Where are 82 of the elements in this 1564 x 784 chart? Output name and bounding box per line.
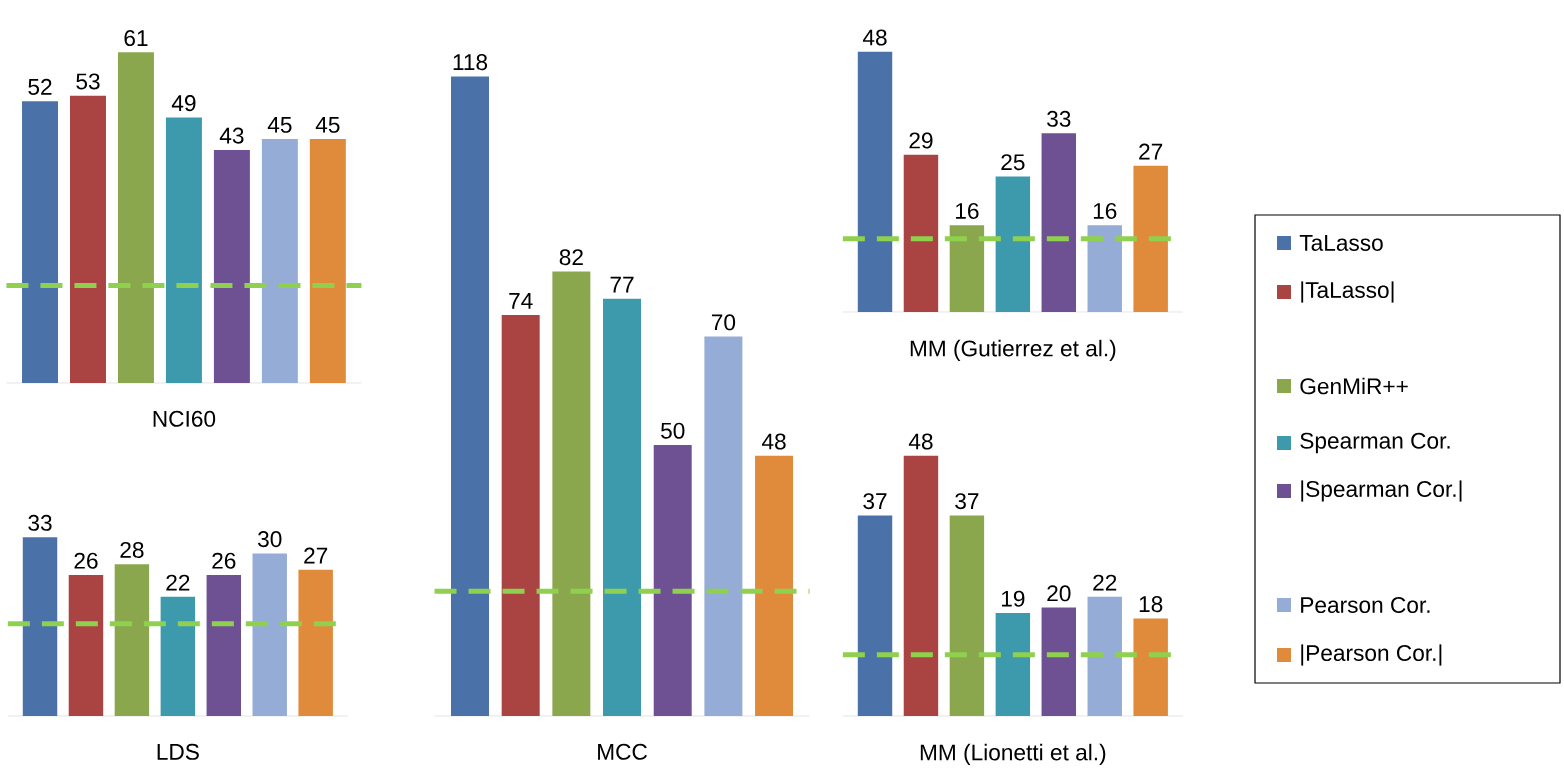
bar bbox=[755, 455, 794, 716]
bar bbox=[949, 515, 985, 716]
x-axis-title: MCC bbox=[598, 743, 647, 760]
bar bbox=[1133, 618, 1168, 716]
bar bbox=[160, 596, 196, 716]
data-label: 37 bbox=[863, 493, 887, 510]
bar bbox=[857, 515, 893, 716]
bar bbox=[653, 444, 692, 716]
bar bbox=[309, 139, 346, 383]
bar bbox=[261, 139, 298, 383]
bar bbox=[857, 51, 893, 312]
bar bbox=[949, 225, 985, 312]
bar bbox=[22, 101, 58, 383]
data-label: 77 bbox=[610, 276, 634, 293]
data-label: 25 bbox=[1001, 154, 1025, 171]
bar bbox=[552, 271, 591, 716]
data-label: 45 bbox=[315, 117, 340, 133]
bar bbox=[114, 564, 150, 716]
data-label: 48 bbox=[908, 433, 933, 450]
data-label: 118 bbox=[453, 54, 488, 71]
data-label: 26 bbox=[74, 552, 98, 569]
data-label: 74 bbox=[509, 293, 533, 309]
data-label: 49 bbox=[171, 95, 196, 112]
data-label: 22 bbox=[1093, 574, 1117, 591]
data-label: 30 bbox=[257, 531, 282, 548]
data-label: 33 bbox=[1047, 110, 1071, 127]
data-label: 37 bbox=[955, 493, 979, 510]
data-label: 22 bbox=[166, 574, 190, 591]
legend-label: |Spearman Cor.| bbox=[1301, 480, 1462, 502]
x-axis-title: NCI60 bbox=[153, 410, 216, 427]
bar bbox=[1087, 596, 1122, 716]
data-label: 52 bbox=[28, 78, 52, 95]
bar bbox=[22, 537, 58, 716]
bar bbox=[995, 613, 1031, 716]
data-label: 29 bbox=[909, 132, 933, 149]
data-label: 61 bbox=[124, 30, 148, 47]
data-label: 19 bbox=[1001, 590, 1025, 607]
data-label: 82 bbox=[559, 249, 583, 266]
data-label: 45 bbox=[267, 117, 292, 133]
bar bbox=[1041, 607, 1077, 716]
data-label: 16 bbox=[956, 202, 979, 220]
bar bbox=[213, 149, 250, 383]
bar bbox=[252, 553, 287, 716]
data-label: 53 bbox=[76, 73, 100, 90]
legend-label: Spearman Cor. bbox=[1300, 432, 1450, 454]
data-label: 28 bbox=[120, 541, 144, 558]
legend-label: |TaLasso| bbox=[1301, 281, 1394, 303]
bar bbox=[69, 95, 106, 383]
bar bbox=[165, 117, 202, 383]
bar bbox=[603, 298, 642, 716]
data-label: 70 bbox=[711, 314, 736, 331]
data-label: 16 bbox=[1093, 202, 1117, 220]
bar bbox=[1087, 225, 1122, 312]
data-label: 48 bbox=[761, 433, 786, 450]
bar bbox=[451, 76, 490, 716]
bar bbox=[298, 569, 333, 716]
data-label: 20 bbox=[1047, 585, 1071, 602]
legend-label: TaLasso bbox=[1299, 235, 1383, 251]
legend-label: Pearson Cor. bbox=[1301, 596, 1430, 614]
data-label: 50 bbox=[661, 422, 685, 439]
data-label: 27 bbox=[1139, 143, 1163, 160]
data-label: 18 bbox=[1139, 596, 1163, 613]
bar bbox=[1133, 165, 1168, 312]
x-axis-title: LDS bbox=[157, 743, 199, 760]
x-axis-title: MM (Lionetti et al.) bbox=[920, 743, 1106, 765]
bar bbox=[206, 575, 242, 716]
data-label: 33 bbox=[28, 514, 52, 531]
bar bbox=[1041, 133, 1077, 312]
bar bbox=[903, 154, 939, 312]
data-label: 43 bbox=[219, 127, 244, 144]
data-label: 26 bbox=[212, 552, 236, 569]
data-label: 27 bbox=[304, 547, 328, 564]
data-label: 48 bbox=[862, 29, 887, 46]
bar bbox=[68, 575, 104, 716]
bar bbox=[903, 455, 939, 716]
x-axis-title: MM (Gutierrez et al.) bbox=[910, 339, 1116, 361]
legend-label: |Pearson Cor.| bbox=[1301, 644, 1442, 666]
bar bbox=[995, 176, 1031, 312]
bar bbox=[704, 336, 743, 716]
legend-label: GenMiR++ bbox=[1300, 377, 1408, 395]
bar bbox=[501, 314, 540, 716]
bar bbox=[117, 52, 154, 383]
